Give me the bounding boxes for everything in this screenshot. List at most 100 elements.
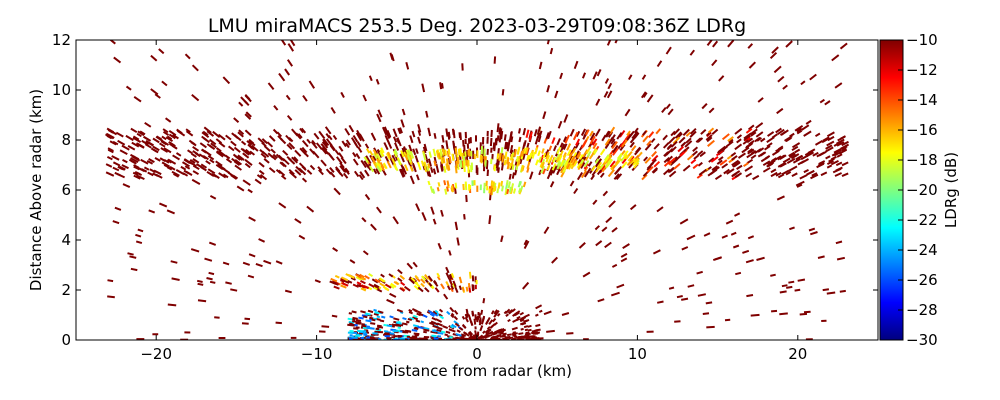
- ldr-echo: [750, 149, 757, 155]
- ldr-echo: [595, 98, 601, 106]
- ldr-echo: [468, 317, 473, 324]
- ldr-echo: [436, 326, 443, 331]
- ldr-echo: [140, 168, 148, 173]
- ldr-echo: [464, 313, 469, 319]
- ldr-echo: [420, 160, 425, 167]
- ldr-echo: [757, 97, 764, 103]
- ldr-echo: [329, 166, 335, 173]
- ldr-echo: [533, 129, 538, 137]
- ldr-echo: [345, 142, 350, 149]
- ldr-echo: [150, 54, 158, 62]
- ldr-echo: [348, 312, 353, 315]
- ldr-echo: [817, 161, 825, 167]
- ldr-echo: [225, 158, 233, 164]
- ldr-echo: [547, 157, 552, 164]
- ldr-echo: [543, 226, 550, 235]
- ldr-echo: [564, 134, 570, 144]
- ldr-echo: [401, 108, 406, 116]
- ldr-echo: [666, 144, 673, 151]
- ldr-echo: [489, 137, 493, 147]
- ldr-echo: [294, 149, 302, 157]
- ldr-echo: [509, 153, 513, 161]
- ldr-echo: [743, 135, 752, 142]
- ldr-echo: [409, 165, 414, 172]
- ldr-echo: [361, 323, 366, 326]
- ldr-echo: [610, 291, 620, 297]
- ldr-echo: [770, 171, 778, 178]
- ldr-echo: [245, 148, 252, 155]
- ldr-echo: [452, 129, 456, 139]
- ldr-echo: [143, 135, 152, 142]
- ldr-echo: [413, 327, 419, 330]
- ldr-echo: [127, 145, 136, 151]
- colorbar-label: LDRg (dB): [942, 152, 960, 228]
- ldr-echo: [167, 158, 177, 165]
- ldr-echo: [258, 161, 265, 168]
- ldr-echo: [572, 158, 578, 166]
- ldr-echo: [201, 131, 210, 138]
- ldr-echo: [409, 135, 414, 144]
- ldr-echo: [796, 183, 803, 188]
- ldr-echo: [592, 142, 598, 150]
- ldr-echo: [556, 160, 561, 166]
- ldr-echo: [400, 150, 405, 158]
- ldr-echo: [370, 223, 377, 231]
- ldr-echo: [820, 171, 828, 177]
- ldr-echo: [613, 173, 620, 180]
- ldr-echo: [356, 283, 362, 288]
- ldr-echo: [748, 61, 757, 69]
- ldr-echo: [119, 149, 128, 155]
- ldr-echo: [298, 234, 306, 240]
- ldr-echo: [523, 147, 527, 154]
- ldr-echo: [642, 92, 648, 98]
- ldr-echo: [825, 144, 833, 150]
- ldr-echo: [591, 138, 598, 146]
- ldr-echo: [352, 158, 359, 166]
- ldr-echo: [376, 165, 382, 173]
- ldr-echo: [250, 144, 259, 152]
- ldr-echo: [414, 281, 421, 288]
- ldr-echo: [412, 261, 418, 268]
- ldr-echo: [367, 309, 374, 314]
- ldr-echo: [399, 153, 405, 163]
- ldr-echo: [459, 132, 462, 140]
- ldr-echo: [607, 82, 613, 90]
- ldr-echo: [794, 288, 801, 292]
- ldr-echo: [476, 333, 480, 338]
- ldr-echo: [747, 43, 754, 49]
- ldr-echo: [493, 165, 497, 172]
- ldr-echo: [294, 218, 302, 224]
- ldr-echo: [426, 310, 431, 314]
- ldr-echo: [785, 171, 792, 176]
- ldr-echo: [605, 216, 613, 224]
- ldr-echo: [379, 319, 385, 323]
- ldr-echo: [428, 282, 433, 287]
- ldr-echo: [731, 159, 740, 167]
- ldr-echo: [519, 150, 523, 157]
- ldr-echo: [736, 134, 743, 139]
- ldr-echo: [559, 143, 566, 153]
- chart-title: LMU miraMACS 253.5 Deg. 2023-03-29T09:08…: [208, 15, 746, 37]
- y-tick-label: 4: [61, 231, 71, 249]
- colorbar-tick-label: −24: [906, 241, 938, 259]
- ldr-echo: [490, 188, 493, 196]
- ldr-echo: [423, 330, 427, 334]
- ldr-echo: [717, 156, 724, 161]
- ldr-echo: [414, 274, 419, 280]
- ldr-echo: [521, 322, 527, 326]
- ldr-echo: [371, 278, 379, 284]
- ldr-echo: [209, 280, 216, 284]
- colorbar-tick-label: −28: [906, 301, 938, 319]
- ldr-echo: [643, 156, 649, 162]
- ldr-echo: [182, 172, 189, 177]
- ldr-echo: [433, 133, 437, 139]
- ldr-echo: [376, 162, 383, 171]
- ldr-echo: [721, 133, 730, 141]
- ldr-echo: [402, 317, 407, 321]
- ldr-echo: [836, 256, 846, 261]
- ldr-echo: [218, 150, 226, 157]
- ldr-echo: [590, 174, 596, 181]
- ldr-echo: [459, 159, 463, 168]
- ldr-echo: [796, 129, 803, 135]
- ldr-echo: [540, 161, 545, 169]
